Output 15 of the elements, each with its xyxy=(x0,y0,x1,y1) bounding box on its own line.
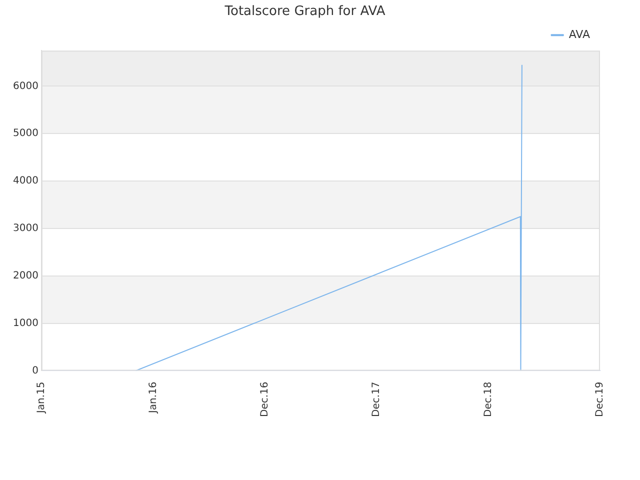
y-tick-label: 4000 xyxy=(12,176,38,187)
x-tick-label: Dec.18 xyxy=(482,382,494,418)
y-tick-label: 5000 xyxy=(12,128,38,140)
x-tick-label: Dec.17 xyxy=(371,382,382,418)
chart-title: Totalscore Graph for AVA xyxy=(224,4,386,20)
x-tick-label: Dec.16 xyxy=(259,382,270,418)
y-tick-label: 2000 xyxy=(12,270,38,282)
x-tick-label: Jan.16 xyxy=(148,382,159,414)
y-tick-label: 3000 xyxy=(12,223,38,234)
legend-label: AVA xyxy=(568,28,590,41)
x-tick-label: Jan.15 xyxy=(36,382,48,414)
y-tick-label: 0 xyxy=(32,365,38,376)
y-tick-label: 1000 xyxy=(12,318,38,329)
x-tick-label: Dec.19 xyxy=(594,382,606,418)
y-tick-label: 6000 xyxy=(12,80,38,92)
